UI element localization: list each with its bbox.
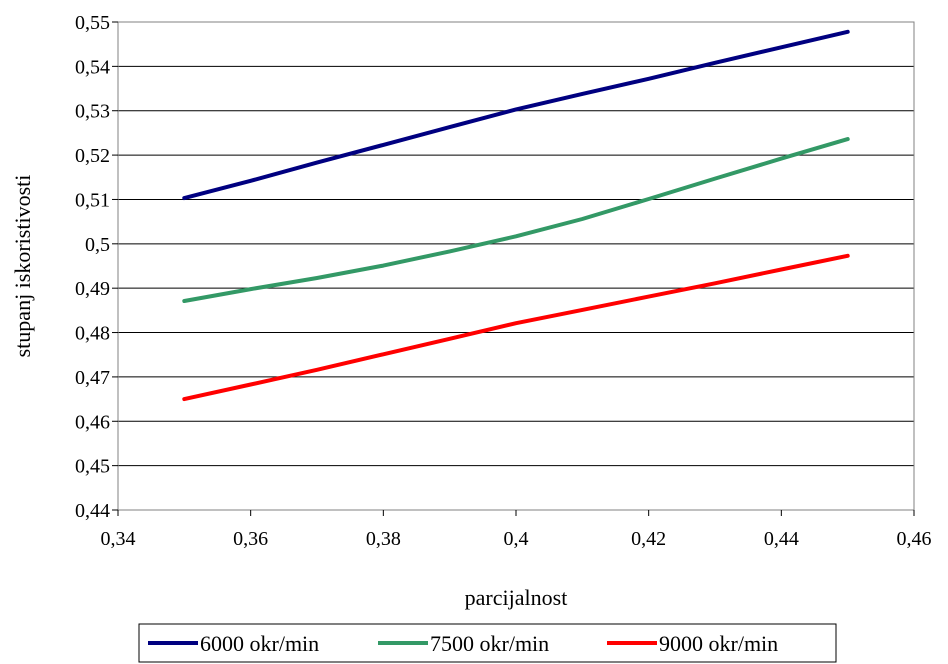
y-tick-label: 0,46: [75, 411, 110, 433]
legend-label: 9000 okr/min: [659, 631, 778, 656]
x-axis-title: parcijalnost: [465, 585, 568, 610]
y-axis-title: stupanj iskoristivosti: [10, 175, 35, 358]
legend-box: [138, 623, 837, 663]
series-line-9000: [182, 253, 850, 402]
x-tick-label: 0,36: [233, 528, 268, 550]
x-tick-label: 0,42: [631, 528, 666, 550]
series-line-7500: [182, 137, 850, 303]
series-line-6000: [182, 29, 850, 201]
x-tick-label: 0,38: [366, 528, 401, 550]
y-tick-label: 0,53: [75, 101, 110, 123]
y-tick-label: 0,44: [75, 500, 110, 522]
x-tick-label: 0,4: [504, 528, 529, 550]
x-tick-label: 0,46: [897, 528, 932, 550]
y-tick-label: 0,51: [75, 189, 110, 211]
y-tick-label: 0,48: [75, 323, 110, 345]
series-lines: [182, 29, 850, 402]
y-tick-label: 0,55: [75, 12, 110, 34]
y-axis-ticks: 0,55 0,54 0,53 0,52 0,51 0,5 0,49 0,48 0,47 0,46 0…: [75, 12, 118, 522]
y-tick-label: 0,49: [75, 278, 110, 300]
y-tick-label: 0,45: [75, 456, 110, 478]
y-tick-label: 0,52: [75, 145, 110, 167]
y-tick-label: 0,47: [75, 367, 110, 389]
y-tick-label: 0,5: [85, 234, 110, 256]
x-axis-ticks: 0,34 0,36 0,38 0,4 0,42 0,44 0,46: [101, 510, 932, 550]
legend: 6000 okr/min 7500 okr/min 9000 okr/min: [138, 623, 837, 663]
x-tick-label: 0,34: [101, 528, 136, 550]
legend-label: 7500 okr/min: [430, 631, 549, 656]
x-tick-label: 0,44: [764, 528, 799, 550]
legend-label: 6000 okr/min: [200, 631, 319, 656]
y-tick-label: 0,54: [75, 56, 110, 78]
